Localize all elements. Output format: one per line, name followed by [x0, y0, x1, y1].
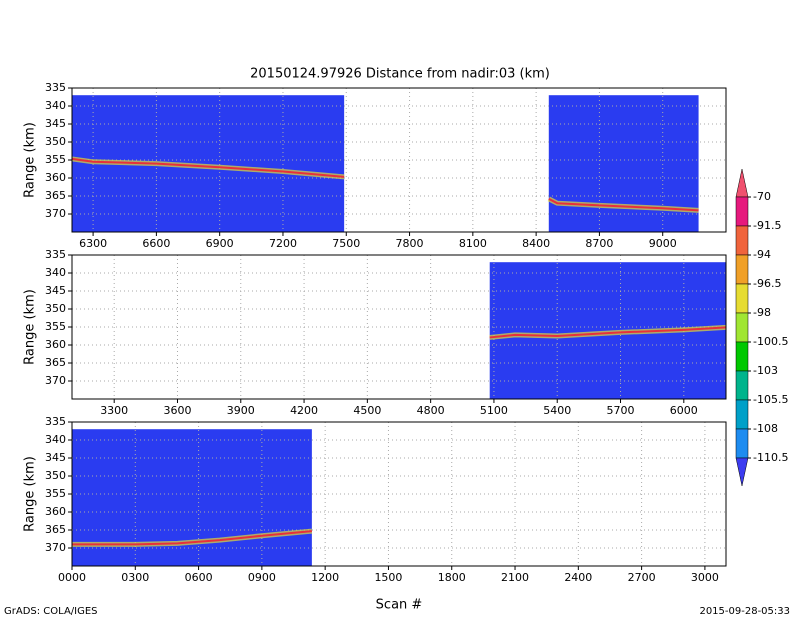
y-axis-label: Range (km): [23, 122, 38, 198]
x-tick-label: 0600: [185, 571, 213, 584]
y-tick-label: 355: [45, 153, 66, 166]
x-tick-label: 0300: [121, 571, 149, 584]
x-tick-label: 6900: [206, 237, 234, 250]
colorbar-label: -103: [753, 364, 778, 377]
colorbar-segment: [735, 399, 749, 430]
y-axis-label: Range (km): [23, 456, 38, 532]
colorbar-segment: [735, 254, 749, 285]
colorbar-segment: [735, 341, 749, 372]
y-tick-label: 345: [45, 284, 66, 297]
x-tick-label: 6000: [670, 404, 698, 417]
colorbar-segment: [735, 370, 749, 401]
y-tick-label: 345: [45, 451, 66, 464]
y-tick-label: 360: [45, 505, 66, 518]
y-tick-label: 340: [45, 99, 66, 112]
y-tick-label: 360: [45, 338, 66, 351]
y-tick-label: 370: [45, 374, 66, 387]
colorbar-label: -94: [753, 248, 771, 261]
colorbar-label: -91.5: [753, 219, 781, 232]
plot-frame: [71, 254, 727, 400]
y-tick-label: 340: [45, 266, 66, 279]
colorbar-segment: [735, 428, 749, 459]
trace-line: [72, 530, 312, 546]
trace-line: [548, 197, 699, 212]
y-tick-label: 345: [45, 117, 66, 130]
x-tick-label: 5400: [543, 404, 571, 417]
y-tick-label: 350: [45, 469, 66, 482]
y-tick-label: 355: [45, 487, 66, 500]
x-tick-label: 1800: [438, 571, 466, 584]
y-axis-label: Range (km): [23, 289, 38, 365]
x-tick-label: 7800: [396, 237, 424, 250]
y-tick-label: 350: [45, 135, 66, 148]
footer-left: GrADS: COLA/IGES: [4, 606, 98, 617]
x-tick-label: 2400: [564, 571, 592, 584]
x-tick-label: 6300: [79, 237, 107, 250]
y-tick-label: 350: [45, 302, 66, 315]
colorbar-label: -100.5: [753, 335, 788, 348]
colorbar-segment: [735, 312, 749, 343]
x-tick-label: 8100: [459, 237, 487, 250]
x-tick-label: 0900: [248, 571, 276, 584]
x-tick-label: 3300: [100, 404, 128, 417]
colorbar-label: -108: [753, 422, 778, 435]
y-tick-label: 370: [45, 541, 66, 554]
x-tick-label: 3000: [691, 571, 719, 584]
y-tick-label: 335: [45, 248, 66, 261]
x-tick-label: 4800: [417, 404, 445, 417]
colorbar-label: -105.5: [753, 393, 788, 406]
colorbar-segment: [735, 196, 749, 227]
y-tick-label: 370: [45, 207, 66, 220]
x-tick-label: 4500: [353, 404, 381, 417]
y-tick-label: 340: [45, 433, 66, 446]
colorbar-label: -96.5: [753, 277, 781, 290]
x-tick-label: 2100: [501, 571, 529, 584]
x-tick-label: 3600: [163, 404, 191, 417]
y-tick-label: 365: [45, 189, 66, 202]
x-tick-label: 6600: [142, 237, 170, 250]
x-tick-label: 5100: [480, 404, 508, 417]
x-tick-label: 7200: [269, 237, 297, 250]
x-tick-label: 8400: [522, 237, 550, 250]
plot-frame: [71, 87, 727, 233]
colorbar-cap: [735, 457, 749, 487]
x-tick-label: 3900: [227, 404, 255, 417]
x-tick-label: 9000: [649, 237, 677, 250]
y-tick-label: 360: [45, 171, 66, 184]
plot-frame: [71, 421, 727, 567]
y-tick-label: 365: [45, 356, 66, 369]
y-tick-label: 335: [45, 415, 66, 428]
x-tick-label: 0000: [58, 571, 86, 584]
x-tick-label: 2700: [628, 571, 656, 584]
x-tick-label: 1200: [311, 571, 339, 584]
colorbar-segment: [735, 283, 749, 314]
x-tick-label: 8700: [585, 237, 613, 250]
x-tick-label: 1500: [374, 571, 402, 584]
x-tick-label: 4200: [290, 404, 318, 417]
y-tick-label: 335: [45, 81, 66, 94]
colorbar-label: -98: [753, 306, 771, 319]
colorbar-segment: [735, 225, 749, 256]
trace-line: [489, 326, 727, 339]
y-tick-label: 355: [45, 320, 66, 333]
x-tick-label: 5700: [607, 404, 635, 417]
colorbar-label: -110.5: [753, 451, 788, 464]
footer-right: 2015-09-28-05:33: [699, 606, 790, 617]
x-tick-label: 7500: [332, 237, 360, 250]
x-axis-label: Scan #: [376, 598, 423, 613]
trace-line: [71, 157, 345, 178]
chart-title: 20150124.97926 Distance from nadir:03 (k…: [250, 67, 550, 82]
y-tick-label: 365: [45, 523, 66, 536]
colorbar-label: -70: [753, 190, 771, 203]
